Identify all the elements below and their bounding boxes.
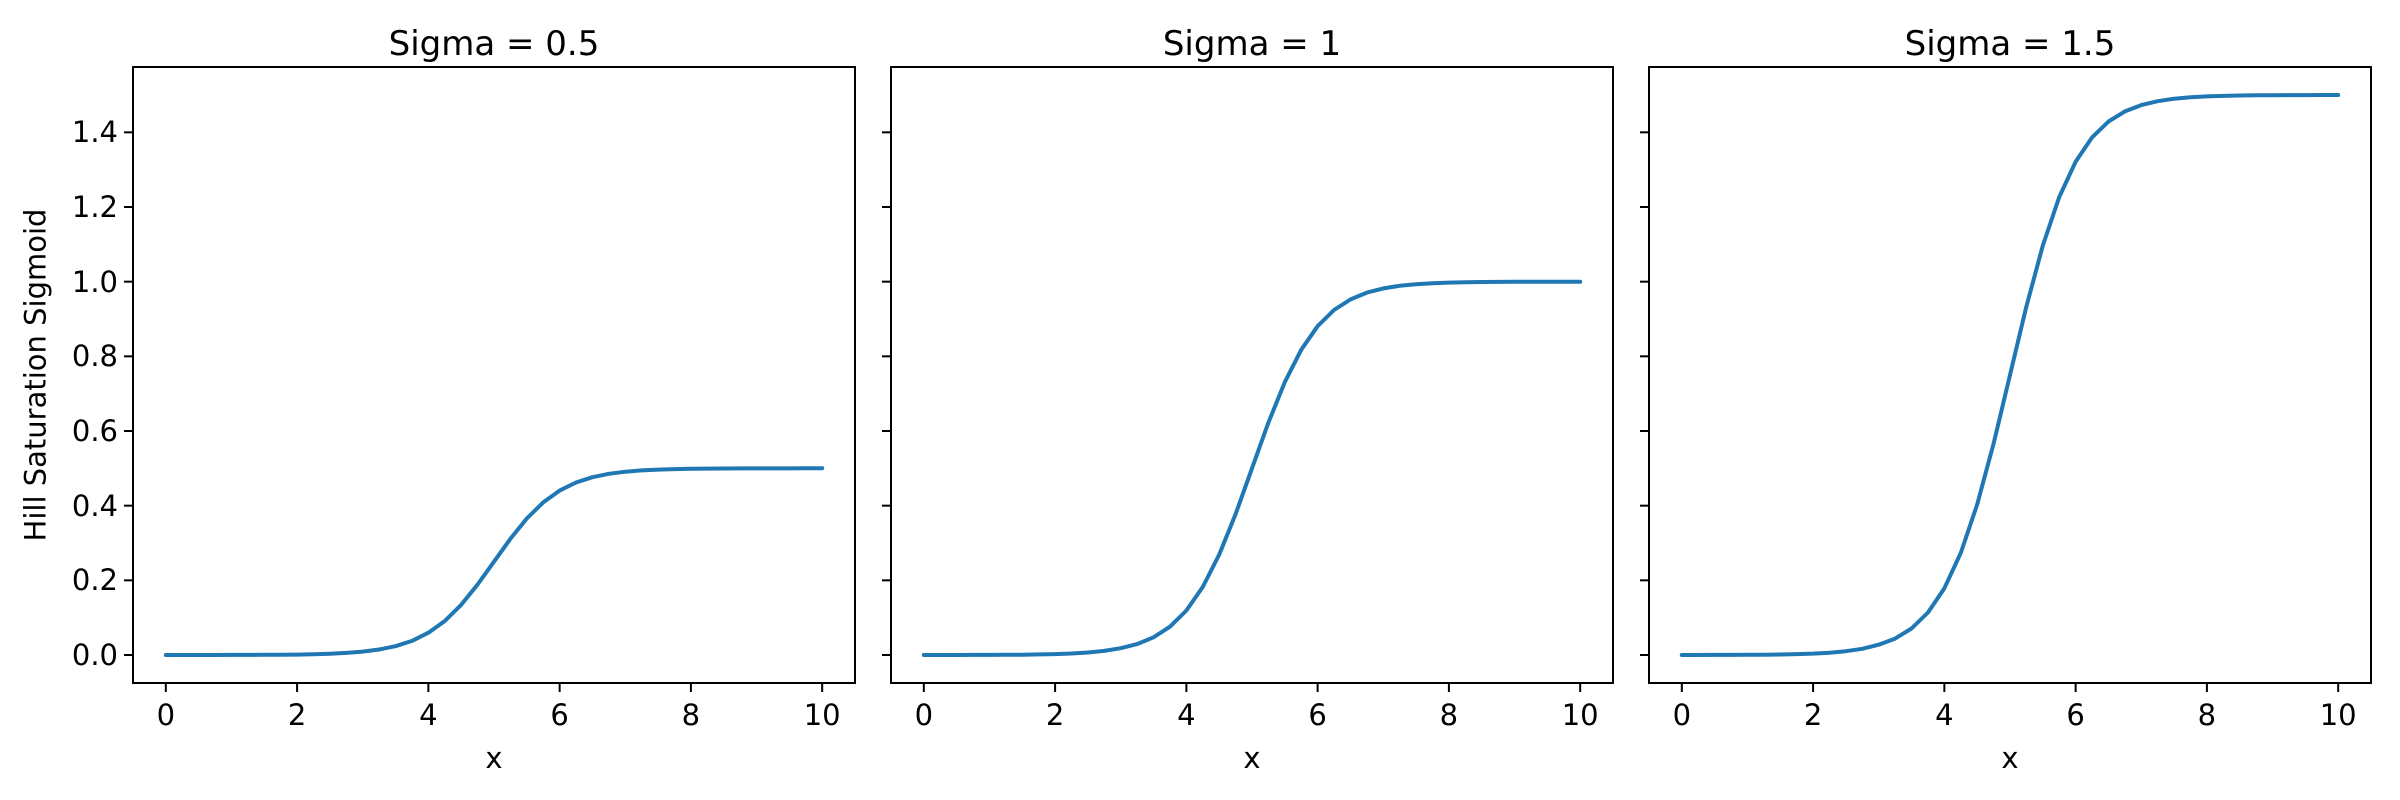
subplot2-title: Sigma = 1 bbox=[1162, 24, 1342, 64]
subplot3-title: Sigma = 1.5 bbox=[1904, 24, 2116, 64]
axes-spines bbox=[1648, 66, 2372, 684]
x-tick-label: 10 bbox=[1561, 698, 1599, 732]
x-tick-label: 8 bbox=[681, 698, 701, 732]
x-tick-label: 2 bbox=[1803, 698, 1823, 732]
y-tick-label: 0.4 bbox=[71, 488, 118, 523]
subplot-axes bbox=[882, 66, 1614, 692]
y-tick-label: 0.2 bbox=[71, 563, 118, 598]
x-tick-label: 10 bbox=[2319, 698, 2357, 732]
y-tick-label: 0.8 bbox=[71, 339, 118, 374]
axes-spines bbox=[132, 66, 856, 684]
y-tick-label: 1.4 bbox=[71, 115, 118, 150]
subplot3-xaxis-label: x bbox=[2001, 741, 2019, 775]
x-tick-label: 4 bbox=[1935, 698, 1954, 732]
x-tick-label: 0 bbox=[1672, 698, 1692, 732]
x-tick-label: 6 bbox=[2066, 698, 2085, 732]
x-tick-label: 4 bbox=[1177, 698, 1196, 732]
x-tick-label: 2 bbox=[1045, 698, 1065, 732]
x-tick-label: 8 bbox=[1439, 698, 1459, 732]
x-tick-label: 0 bbox=[914, 698, 934, 732]
sigmoid-curve bbox=[921, 279, 1583, 657]
x-tick-label: 6 bbox=[1308, 698, 1327, 732]
sigmoid-curve bbox=[163, 466, 825, 657]
y-tick-label: 0.6 bbox=[71, 414, 118, 448]
x-tick-label: 6 bbox=[550, 698, 569, 732]
x-tick-label: 4 bbox=[419, 698, 438, 732]
x-tick-label: 2 bbox=[287, 698, 307, 732]
x-tick-label: 10 bbox=[803, 698, 841, 732]
subplot-axes bbox=[124, 66, 856, 692]
y-tick-label: 1.0 bbox=[71, 264, 118, 299]
subplot2-xaxis-label: x bbox=[1243, 741, 1261, 775]
x-tick-label: 0 bbox=[156, 698, 176, 732]
subplot-axes bbox=[1640, 66, 2372, 692]
subplot1-xaxis-label: x bbox=[485, 741, 503, 775]
sigmoid-curve bbox=[1679, 93, 2341, 657]
axes-spines bbox=[890, 66, 1614, 684]
x-tick-label: 8 bbox=[2197, 698, 2217, 732]
y-tick-label: 1.2 bbox=[71, 190, 118, 224]
y-tick-label: 0.0 bbox=[71, 638, 118, 672]
subplot1-title: Sigma = 0.5 bbox=[388, 24, 600, 64]
